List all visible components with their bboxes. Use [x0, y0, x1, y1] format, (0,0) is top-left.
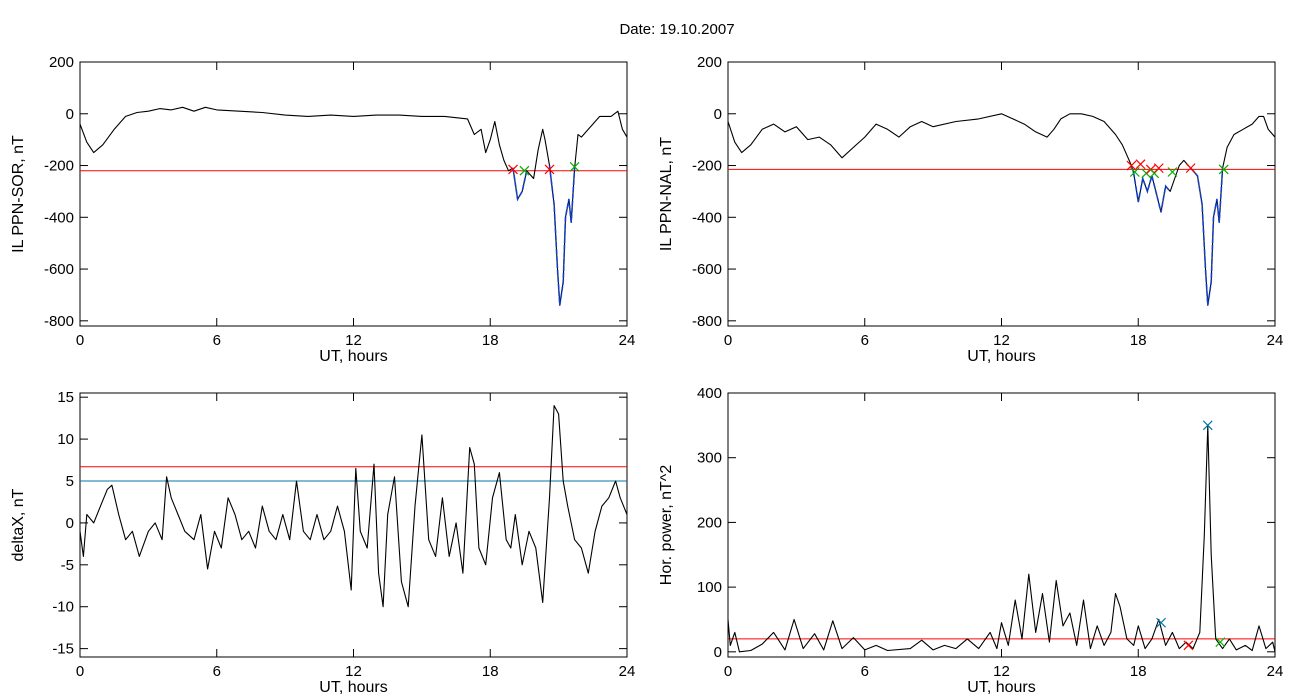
ppn-nal-event-marker [1218, 164, 1229, 175]
ppn-nal-substorm-segment [1130, 165, 1171, 213]
ppn-sor-event-marker [508, 164, 518, 175]
ppn-nal-x-tick-label: 24 [1267, 332, 1284, 349]
panel-ppn-nal: UT, hours IL PPN-NAL, nT 0 6 12 18 24 200 0 -20… [658, 54, 1283, 365]
deltax-x-tick-label: 6 [213, 663, 221, 680]
ppn-sor-event-marker [519, 165, 530, 176]
ppn-sor-substorm-segment [512, 167, 528, 202]
deltax-series-line [80, 405, 627, 608]
hor-power-x-tick-label: 6 [861, 663, 869, 680]
ppn-sor-x-tick-label: 6 [213, 332, 221, 349]
ppn-sor-y-tick-label: -600 [44, 261, 74, 278]
hor-power-y-tick-label: 0 [714, 644, 722, 661]
hor-power-x-tick-label: 0 [724, 663, 732, 680]
deltax-y-tick-label: -5 [61, 557, 74, 574]
hor-power-event-marker [1183, 640, 1194, 651]
panel-deltax-xlabel: UT, hours [319, 679, 387, 696]
ppn-sor-series-line [80, 106, 627, 306]
hor-power-event-marker [1215, 637, 1226, 648]
panel-ppn-sor-ylabel: IL PPN-SOR, nT [10, 135, 27, 253]
ppn-nal-x-tick-label: 6 [861, 332, 869, 349]
deltax-y-tick-label: 15 [57, 389, 74, 406]
panel-deltax-ylabel: deltaX, nT [10, 488, 27, 561]
deltax-x-tick-label: 12 [345, 663, 362, 680]
chart-title: Date: 19.10.2007 [619, 21, 734, 38]
ppn-nal-event-marker [1167, 167, 1178, 177]
hor-power-x-tick-label: 18 [1130, 663, 1147, 680]
ppn-nal-x-tick-label: 12 [993, 332, 1010, 349]
panel-hor-power: UT, hours Hor. power, nT^2 0 6 12 18 24 400 30… [658, 385, 1283, 696]
ppn-nal-event-marker [1153, 163, 1164, 174]
deltax-x-tick-label: 0 [76, 663, 84, 680]
hor-power-x-tick-label: 12 [993, 663, 1010, 680]
ppn-sor-x-tick-label: 12 [345, 332, 362, 349]
deltax-y-tick-label: -10 [52, 599, 74, 616]
ppn-nal-x-tick-label: 0 [724, 332, 732, 349]
ppn-sor-x-tick-label: 24 [619, 332, 636, 349]
ppn-sor-x-tick-label: 18 [482, 332, 499, 349]
ppn-nal-y-tick-label: 0 [714, 106, 722, 123]
hor-power-event-marker [1156, 617, 1166, 628]
ppn-nal-series-line [728, 113, 1275, 306]
ppn-sor-y-tick-label: 200 [49, 54, 74, 71]
ppn-nal-y-tick-label: -200 [692, 158, 722, 175]
ppn-nal-plot-frame [727, 61, 1276, 327]
ppn-sor-substorm-segment [548, 165, 576, 306]
panel-hor-power-xlabel: UT, hours [967, 679, 1035, 696]
panel-deltax: UT, hours deltaX, nT 0 6 12 18 24 15 10 5 0 -5 -10… [10, 389, 635, 696]
hor-power-y-tick-label: 300 [697, 450, 722, 467]
ppn-nal-x-tick-label: 18 [1130, 332, 1147, 349]
deltax-x-tick-label: 18 [482, 663, 499, 680]
ppn-sor-plot-frame [79, 61, 628, 327]
ppn-nal-y-tick-label: 200 [697, 54, 722, 71]
hor-power-y-tick-label: 200 [697, 514, 722, 531]
hor-power-event-marker [1202, 420, 1213, 431]
ppn-sor-y-tick-label: 0 [66, 106, 74, 123]
ppn-sor-event-marker [569, 161, 580, 172]
hor-power-y-tick-label: 100 [697, 579, 722, 596]
ppn-nal-substorm-segment [1190, 167, 1224, 306]
panel-ppn-sor-xlabel: UT, hours [319, 348, 387, 365]
deltax-y-tick-label: 0 [66, 515, 74, 532]
ppn-nal-event-marker [1126, 160, 1137, 171]
ppn-nal-event-marker [1185, 163, 1196, 174]
hor-power-y-tick-label: 400 [697, 385, 722, 402]
hor-power-x-tick-label: 24 [1267, 663, 1284, 680]
deltax-x-tick-label: 24 [619, 663, 636, 680]
hor-power-plot-frame [727, 392, 1276, 658]
panel-ppn-nal-xlabel: UT, hours [967, 348, 1035, 365]
deltax-y-tick-label: -15 [52, 641, 74, 658]
deltax-y-tick-label: 5 [66, 473, 74, 490]
deltax-y-tick-label: 10 [57, 431, 74, 448]
panel-ppn-nal-ylabel: IL PPN-NAL, nT [658, 137, 675, 251]
ppn-sor-event-marker [544, 164, 555, 175]
ppn-sor-y-tick-label: -800 [44, 313, 74, 330]
panel-hor-power-ylabel: Hor. power, nT^2 [658, 465, 675, 586]
ppn-sor-x-tick-label: 0 [76, 332, 84, 349]
ppn-nal-y-tick-label: -600 [692, 261, 722, 278]
ppn-nal-event-marker [1135, 159, 1146, 170]
ppn-sor-y-tick-label: -400 [44, 209, 74, 226]
ppn-sor-y-tick-label: -200 [44, 158, 74, 175]
ppn-nal-y-tick-label: -400 [692, 209, 722, 226]
hor-power-series-line [728, 424, 1275, 653]
ppn-nal-event-marker [1129, 167, 1140, 177]
panel-ppn-sor: UT, hours IL PPN-SOR, nT 0 6 12 18 24 200 0 -20… [10, 54, 635, 365]
ppn-nal-y-tick-label: -800 [692, 313, 722, 330]
